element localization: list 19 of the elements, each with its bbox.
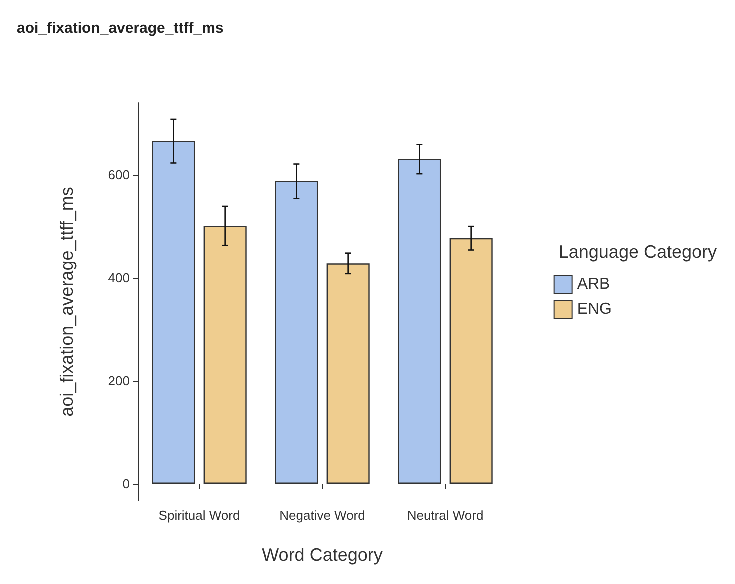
x-axis-title: Word Category	[262, 545, 383, 565]
legend-title: Language Category	[558, 242, 717, 262]
x-tick-label: Spiritual Word	[158, 508, 240, 523]
bar	[152, 141, 196, 484]
bar	[450, 238, 493, 484]
legend-label: ARB	[577, 276, 610, 293]
y-tick-label: 400	[108, 270, 130, 286]
y-axis-title: aoi_fixation_average_ttff_ms	[57, 187, 77, 417]
legend-label: ENG	[577, 301, 612, 318]
y-tick-label: 200	[108, 374, 130, 389]
y-tick-label: 600	[108, 168, 130, 183]
x-tick-label: Negative Word	[280, 508, 366, 523]
bar	[204, 226, 247, 484]
chart-title: aoi_fixation_average_ttff_ms	[17, 20, 224, 37]
bar	[326, 264, 370, 484]
y-tick-label: 0	[122, 476, 130, 492]
bar	[398, 159, 442, 484]
bar	[275, 181, 318, 484]
x-tick-label: Neutral Word	[407, 508, 484, 523]
